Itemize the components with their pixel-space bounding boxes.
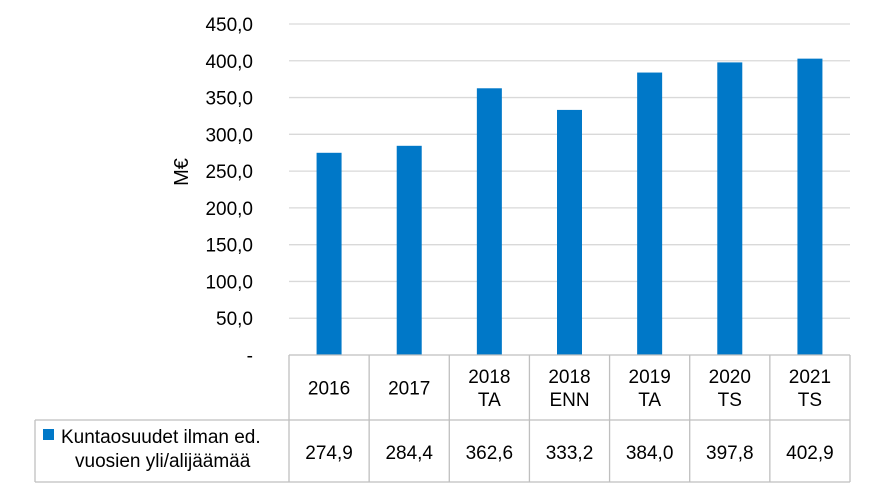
y-tick-label: - bbox=[247, 346, 253, 367]
y-tick-label: 100,0 bbox=[205, 272, 253, 293]
bar bbox=[717, 62, 743, 356]
category-label: 2020 TS bbox=[709, 367, 751, 411]
category-label: 2016 bbox=[308, 379, 350, 400]
bar bbox=[637, 72, 663, 356]
y-tick-label: 300,0 bbox=[205, 125, 253, 146]
y-tick-label: 250,0 bbox=[205, 162, 253, 183]
data-table: 2016 2017 2018 TA 2018 ENN 2019 TA 2020 TS 2021 TS 2… bbox=[34, 354, 851, 483]
value-label: 333,2 bbox=[546, 443, 594, 464]
y-tick-label: 450,0 bbox=[205, 15, 253, 36]
y-tick-label: 200,0 bbox=[205, 199, 253, 220]
bars bbox=[316, 58, 823, 356]
bar bbox=[316, 152, 342, 355]
bar bbox=[557, 109, 582, 355]
y-tick-label: 150,0 bbox=[205, 236, 253, 257]
bar bbox=[476, 88, 502, 356]
category-label: 2021 TS bbox=[789, 367, 831, 411]
category-label: 2019 TA bbox=[629, 367, 671, 411]
value-label: 397,8 bbox=[706, 443, 754, 464]
y-axis-title: M€ bbox=[171, 158, 193, 186]
bar bbox=[797, 58, 823, 356]
legend-label: Kuntaosuudet ilman ed. vuosien yli/alijää… bbox=[61, 427, 261, 472]
y-tick-label: 350,0 bbox=[205, 89, 253, 110]
value-label: 284,4 bbox=[385, 443, 433, 464]
category-label: 2018 TA bbox=[468, 367, 510, 411]
y-tick-label: 400,0 bbox=[205, 52, 253, 73]
category-label: 2017 bbox=[388, 379, 430, 400]
value-label: 384,0 bbox=[626, 443, 674, 464]
value-label: 402,9 bbox=[786, 443, 834, 464]
y-axis-tick-labels: - 50,0 100,0 150,0 200,0 250,0 300,0 350,0 400,0… bbox=[205, 15, 253, 367]
category-label: 2018 ENN bbox=[548, 367, 590, 411]
value-label: 274,9 bbox=[305, 443, 353, 464]
legend-swatch bbox=[43, 429, 54, 440]
value-label: 362,6 bbox=[466, 443, 514, 464]
y-tick-label: 50,0 bbox=[216, 309, 253, 330]
bar bbox=[396, 145, 422, 355]
